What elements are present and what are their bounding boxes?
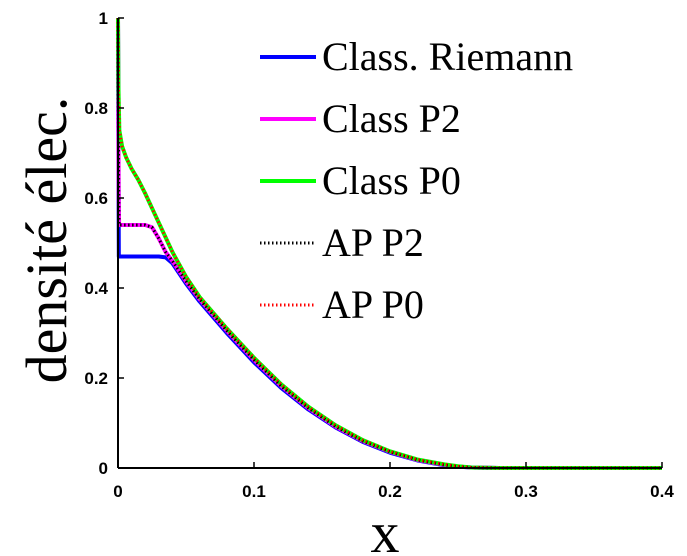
y-tick-label: 0.2: [84, 369, 108, 388]
x-axis-title: x: [371, 500, 400, 556]
x-tick-label: 0.2: [378, 482, 402, 501]
y-tick-label: 0.6: [84, 189, 108, 208]
legend-label-2: Class P2: [322, 96, 461, 141]
x-tick-label: 0: [113, 482, 122, 501]
y-tick-label: 1: [99, 9, 108, 28]
legend-label-5: AP P0: [322, 282, 424, 327]
x-tick-label: 0.4: [650, 482, 674, 501]
y-ticks: 0 0.2 0.4 0.6 0.8 1: [84, 9, 124, 478]
x-ticks: 0 0.1 0.2 0.3 0.4: [113, 462, 674, 501]
legend: Class. Riemann Class P2 Class P0 AP P2 AP P0: [260, 34, 573, 327]
y-axis-title: densité élec.: [14, 97, 79, 384]
y-tick-label: 0.8: [84, 99, 108, 118]
legend-label-4: AP P2: [322, 220, 424, 265]
legend-label-3: Class P0: [322, 158, 461, 203]
y-tick-label: 0.4: [84, 279, 108, 298]
y-tick-label: 0: [99, 459, 108, 478]
legend-label-1: Class. Riemann: [322, 34, 573, 79]
x-tick-label: 0.1: [242, 482, 266, 501]
x-tick-label: 0.3: [514, 482, 538, 501]
